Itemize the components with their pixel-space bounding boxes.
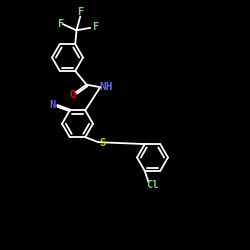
Text: Cl: Cl <box>147 180 159 190</box>
Text: F: F <box>92 22 98 32</box>
Text: N: N <box>50 100 56 110</box>
Text: NH: NH <box>99 82 112 92</box>
Text: O: O <box>69 90 75 100</box>
Text: F: F <box>78 7 84 17</box>
Text: S: S <box>100 138 106 148</box>
Text: F: F <box>57 18 64 28</box>
